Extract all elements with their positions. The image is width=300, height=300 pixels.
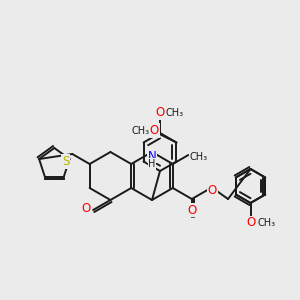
Text: N: N bbox=[148, 149, 156, 163]
Text: O: O bbox=[155, 106, 165, 119]
Text: CH₃: CH₃ bbox=[257, 218, 276, 228]
Text: CH₃: CH₃ bbox=[166, 108, 184, 118]
Text: O: O bbox=[82, 202, 91, 214]
Text: CH₃: CH₃ bbox=[131, 125, 149, 136]
Text: O: O bbox=[208, 184, 217, 196]
Text: O: O bbox=[246, 217, 255, 230]
Text: O: O bbox=[187, 203, 196, 217]
Text: CH₃: CH₃ bbox=[189, 152, 207, 162]
Text: S: S bbox=[62, 154, 69, 168]
Text: O: O bbox=[150, 124, 159, 137]
Text: H: H bbox=[148, 159, 156, 169]
